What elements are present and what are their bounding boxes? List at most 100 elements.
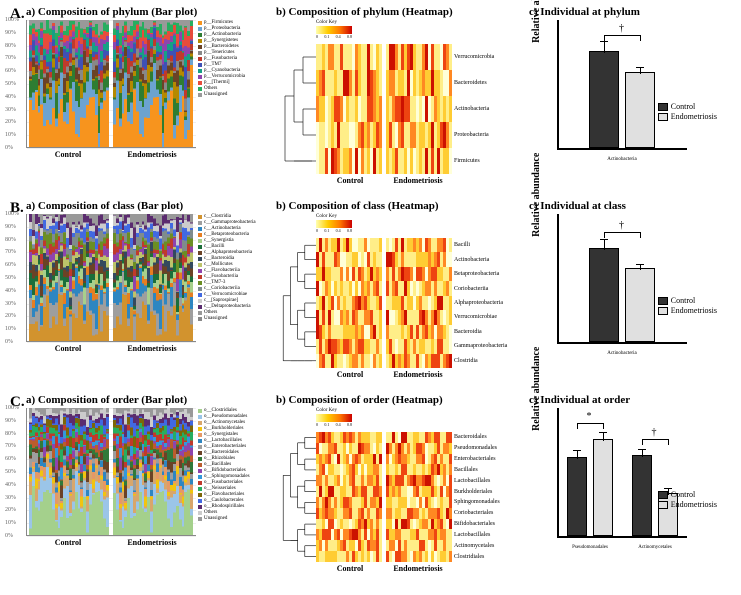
y-tick: 0%	[5, 339, 13, 345]
heatmap-row-label: Burkholderiales	[454, 489, 500, 495]
section-A: A. a) Composition of phylum (Bar plot) 0…	[8, 6, 733, 198]
y-tick: 70%	[5, 443, 16, 449]
barplot-legend: o__Clostridialeso__Pseudomonadaleso__Act…	[198, 408, 250, 547]
ind-legend: ControlEndometriosis	[658, 296, 717, 316]
section-C: C. a) Composition of order (Bar plot) 0%…	[8, 394, 733, 586]
barplot-panel: a) Composition of order (Bar plot) 0%10%…	[26, 394, 276, 586]
ind-legend-item: Control	[658, 490, 717, 499]
sig-bracket	[642, 439, 668, 440]
ind-legend-label: Control	[671, 102, 695, 111]
error-cap	[599, 432, 607, 433]
heatmap-row-label: Coriobacteriales	[454, 510, 500, 516]
y-tick: 20%	[5, 507, 16, 513]
dendrogram	[276, 238, 316, 368]
sig-mark: †	[619, 23, 624, 34]
ind-axes: † Actinobacteria	[557, 20, 687, 150]
x-label: Control	[316, 564, 384, 573]
barplot-legend: c__Clostridiac__Gammaproteobacteriac__Ac…	[198, 214, 256, 353]
y-tick: 70%	[5, 249, 16, 255]
heatmap-row-label: Alphaproteobacteria	[454, 300, 507, 306]
y-tick: 20%	[5, 313, 16, 319]
color-key: Color Key 00.10.40.8	[316, 214, 352, 233]
color-key-label: Color Key	[316, 20, 352, 25]
individual-title: c) Individual at order	[529, 394, 719, 406]
ind-x-label: Actinobacteria	[607, 351, 636, 356]
heatmap-row-label: Clostridiales	[454, 554, 500, 560]
y-tick: 50%	[5, 275, 16, 281]
ind-bar	[593, 439, 613, 537]
heatmap-row-label: Pseudomonadales	[454, 445, 500, 451]
ind-bar	[625, 72, 655, 148]
ind-legend: ControlEndometriosis	[658, 490, 717, 510]
ind-legend-label: Endometriosis	[671, 306, 717, 315]
x-label: Endometriosis	[110, 344, 194, 353]
individual-title: c) Individual at phylum	[529, 6, 719, 18]
heatmap-row-label: Gammaproteobacteria	[454, 343, 507, 349]
error-cap	[573, 450, 581, 451]
heatmap-row-label: Lactobacillales	[454, 478, 500, 484]
ind-bar	[632, 455, 652, 536]
barplot-title: a) Composition of class (Bar plot)	[26, 200, 276, 212]
y-tick: 50%	[5, 469, 16, 475]
y-tick: 60%	[5, 68, 16, 74]
y-tick: 90%	[5, 418, 16, 424]
heatmap-row-label: Bifidobacteriales	[454, 521, 500, 527]
ind-legend-item: Endometriosis	[658, 306, 717, 315]
y-tick: 10%	[5, 520, 16, 526]
stacked-barplot: 0%10%20%30%40%50%60%70%80%90%100%	[26, 20, 196, 148]
y-tick: 80%	[5, 237, 16, 243]
ind-ylabel: Relative abundance	[531, 347, 542, 431]
ck-tick: 0.4	[336, 228, 341, 233]
barplot-legend: p__Firmicutesp__Proteobacteriap__Actinob…	[198, 20, 245, 159]
dendrogram	[276, 44, 316, 174]
heatmap-grid	[316, 432, 452, 562]
y-tick: 90%	[5, 224, 16, 230]
y-tick: 40%	[5, 482, 16, 488]
legend-item: Unassigned	[198, 316, 256, 322]
y-tick: 80%	[5, 43, 16, 49]
heatmap-row-label: Clostridia	[454, 358, 507, 364]
sig-mark: *	[587, 411, 592, 422]
x-label: Endometriosis	[110, 150, 194, 159]
y-tick: 40%	[5, 288, 16, 294]
sig-mark: †	[619, 220, 624, 231]
x-label: Endometriosis	[384, 176, 452, 185]
y-tick: 80%	[5, 431, 16, 437]
y-tick: 30%	[5, 495, 16, 501]
ck-tick: 0.4	[336, 422, 341, 427]
x-label: Control	[316, 176, 384, 185]
ind-legend-label: Endometriosis	[671, 112, 717, 121]
legend-label: Unassigned	[204, 516, 227, 522]
heatmap-row-label: Bacilli	[454, 242, 507, 248]
error-cap	[636, 264, 644, 265]
ck-tick: 0.4	[336, 34, 341, 39]
color-key: Color Key 00.10.40.8	[316, 408, 352, 427]
y-tick: 20%	[5, 119, 16, 125]
ind-bar	[625, 268, 655, 342]
barplot-title: a) Composition of order (Bar plot)	[26, 394, 276, 406]
heatmap-row-label: Bacteroidales	[454, 434, 500, 440]
legend-label: Unassigned	[204, 92, 227, 98]
ck-tick: 0.1	[324, 422, 329, 427]
sig-bracket	[604, 232, 640, 233]
heatmap-row-label: Bacteroidia	[454, 329, 507, 335]
ck-tick: 0.8	[347, 422, 352, 427]
ind-bar	[567, 457, 587, 536]
error-bar	[603, 433, 604, 440]
heatmap-row-label: Firmicutes	[454, 158, 494, 164]
y-tick: 0%	[5, 533, 13, 539]
ck-tick: 0	[316, 34, 318, 39]
dendrogram	[276, 432, 316, 562]
heatmap-title: b) Composition of order (Heatmap)	[276, 394, 521, 406]
sig-mark: †	[652, 427, 657, 438]
ck-tick: 0	[316, 422, 318, 427]
error-cap	[600, 41, 608, 42]
ind-bar	[589, 51, 619, 149]
x-label: Endometriosis	[384, 370, 452, 379]
error-bar	[640, 68, 641, 74]
heatmap-row-label: Bacillales	[454, 467, 500, 473]
heatmap-row-label: Verrucomicrobia	[454, 54, 494, 60]
heatmap-grid	[316, 238, 452, 368]
ind-legend-item: Control	[658, 296, 717, 305]
error-bar	[604, 240, 605, 250]
